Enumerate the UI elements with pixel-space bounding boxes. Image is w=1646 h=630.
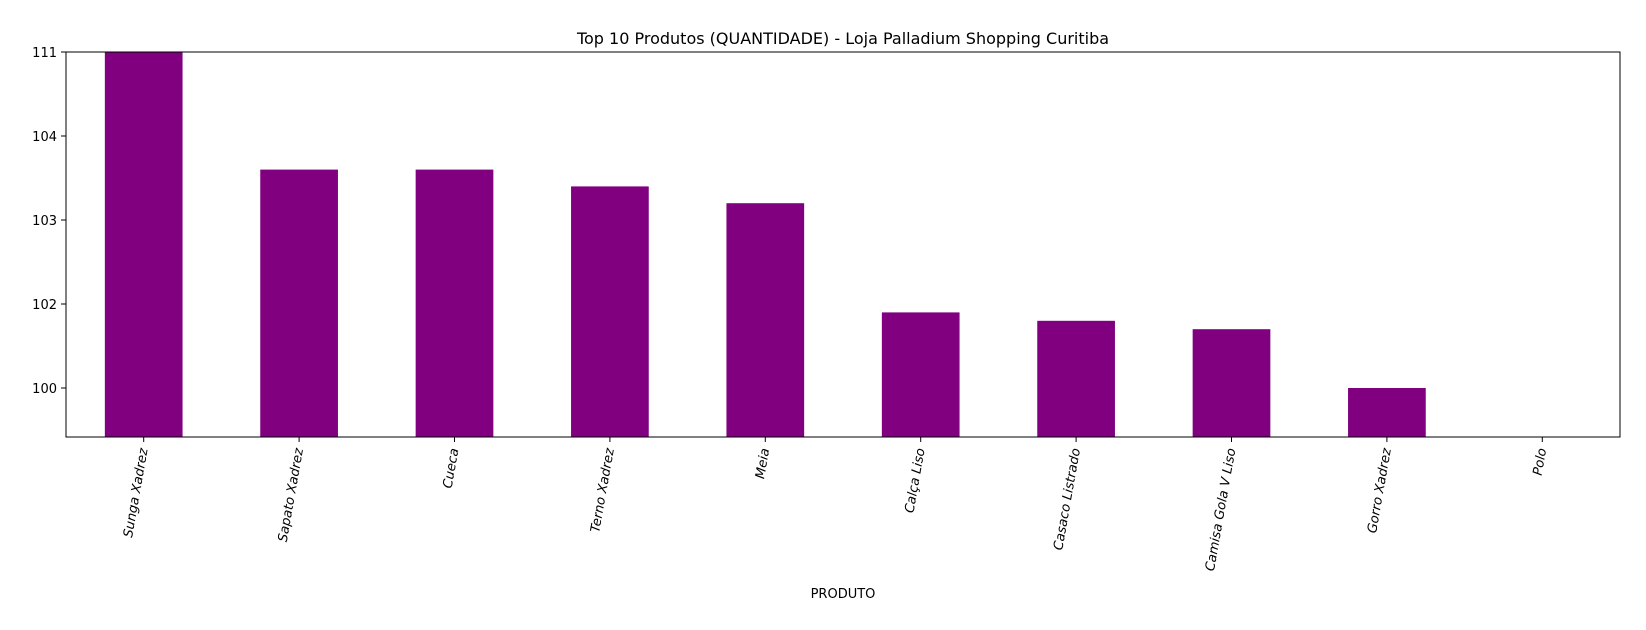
x-tick-label: Sunga Xadrez (121, 446, 152, 539)
bar (1037, 320, 1115, 437)
bar (104, 52, 183, 437)
bars-group (104, 52, 1426, 437)
bar (1192, 329, 1271, 437)
bar (726, 203, 805, 437)
x-tick-label: Calça Liso (902, 447, 928, 514)
x-tick-label: Terno Xadrez (588, 446, 618, 534)
x-axis-label: PRODUTO (811, 587, 876, 602)
y-tick-label: 102 (32, 298, 57, 313)
x-tick-label: Meia (753, 447, 773, 480)
x-tick-label: Camisa Gola V Liso (1203, 447, 1239, 572)
x-tick-label: Sapato Xadrez (276, 446, 307, 543)
bar (260, 169, 338, 437)
bar (571, 186, 649, 437)
x-tick-label: Cueca (441, 447, 463, 489)
y-tick-label: 111 (32, 46, 57, 61)
y-tick-label: 104 (32, 130, 57, 145)
y-tick-label: 100 (32, 382, 57, 397)
bar (1348, 388, 1426, 437)
x-axis: Sunga Xadrez Sapato Xadrez Cueca Terno Xadr… (121, 437, 1550, 572)
bar (415, 169, 494, 437)
x-tick-label: Polo (1531, 447, 1551, 477)
x-tick-label: Casaco Listrado (1051, 447, 1084, 551)
plot-frame (65, 51, 1621, 438)
y-axis: 100 102 103 104 111 (32, 46, 66, 397)
bar (881, 312, 960, 437)
chart-title: Top 10 Produtos (QUANTIDADE) - Loja Pall… (576, 29, 1109, 48)
x-tick-label: Gorro Xadrez (1365, 446, 1395, 535)
y-tick-label: 103 (32, 214, 57, 229)
